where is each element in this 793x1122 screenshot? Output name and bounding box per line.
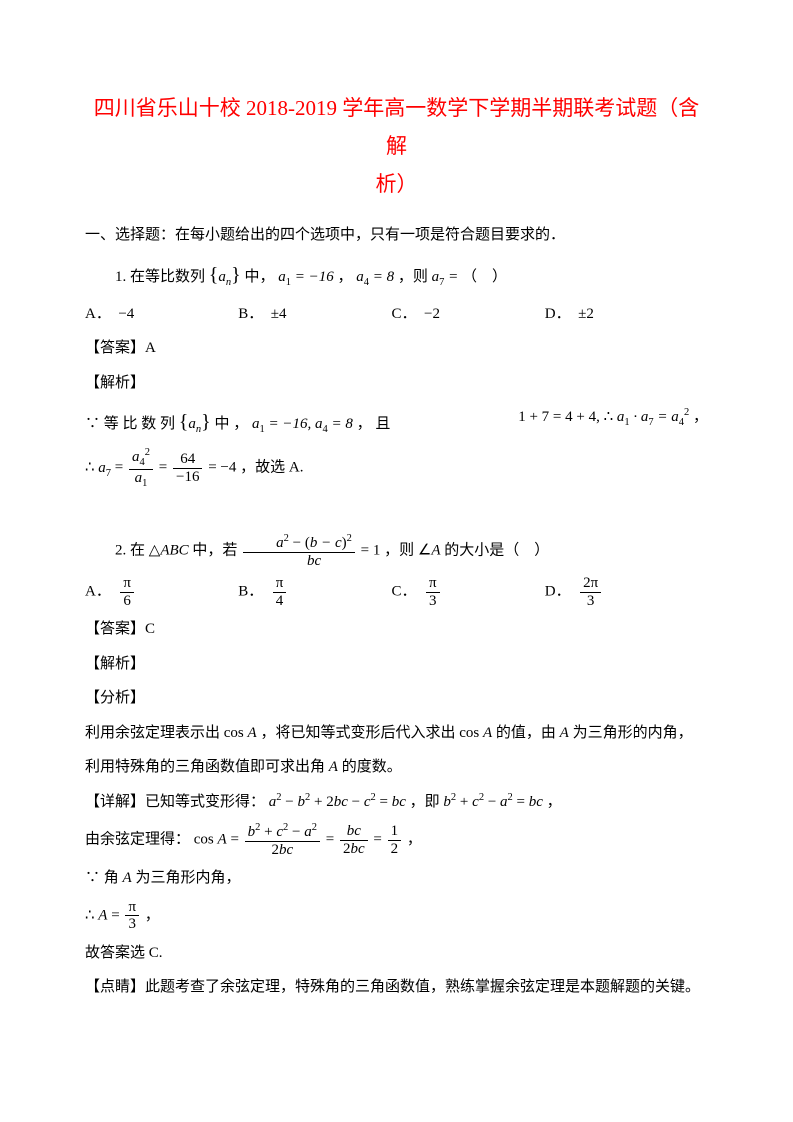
q2-options: A． π6 B． π4 C． π3 D． 2π3	[85, 575, 708, 609]
title-line1: 四川省乐山十校 2018-2019 学年高一数学下学期半期联考试题（含解	[94, 96, 700, 158]
section-1-heading: 一、选择题：在每小题给出的四个选项中，只有一项是符合题目要求的．	[85, 221, 708, 250]
q2-since: ∵ 角 A 为三角形内角，	[85, 864, 708, 893]
q1-solution-line2: ∴ a7 = a42a1 = 64−16 = −4 ，故选 A.	[85, 447, 708, 489]
q1-prefix: 1. 在等比数列	[115, 269, 209, 285]
q1-opt-a: A． −4	[85, 300, 238, 329]
q2-fenxi-label: 【分析】	[85, 684, 708, 713]
q1-options: A． −4 B． ±4 C． −2 D． ±2	[85, 300, 708, 329]
q1-opt-d: D． ±2	[545, 300, 698, 329]
q2-therefore: ∴ A = π3 ，	[85, 899, 708, 933]
q2-fenxi-2: 利用特殊角的三角函数值即可求出角 A 的度数。	[85, 753, 708, 782]
q2-stem: 2. 在 △ABC 中，若 a2 − (b − c)2bc = 1 ，则 ∠A …	[85, 533, 708, 569]
q1-l1a: ∵ 等 比 数 列	[85, 416, 179, 432]
q2-xiangjie: 【详解】已知等式变形得： a2 − b2 + 2bc − c2 = bc ，即 …	[85, 788, 708, 817]
q1-opt-c: C． −2	[392, 300, 545, 329]
q2-fenxi-1: 利用余弦定理表示出 cos A ，将已知等式变形后代入求出 cos A 的值，由…	[85, 719, 708, 748]
q1-suffix: （ ）	[462, 269, 507, 285]
q1-solution-line1: ∵ 等 比 数 列 {an} 中 ， a1 = −16, a4 = 8 ， 且 …	[85, 403, 708, 441]
q1-jiexi-label: 【解析】	[85, 369, 708, 398]
title-line2: 析）	[376, 172, 418, 196]
q1-mid2: ，则	[398, 269, 432, 285]
q2-dianjing: 【点睛】此题考查了余弦定理，特殊角的三角函数值，熟练掌握余弦定理是本题解题的关键…	[85, 973, 708, 1002]
q1-opt-b: B． ±4	[238, 300, 391, 329]
q2-opt-c: C． π3	[392, 575, 545, 609]
exam-title: 四川省乐山十校 2018-2019 学年高一数学下学期半期联考试题（含解 析）	[85, 90, 708, 203]
q2-final: 故答案选 C.	[85, 939, 708, 968]
q2-cos-line: 由余弦定理得： cos A = b2 + c2 − a22bc = bc2bc …	[85, 822, 708, 858]
q2-jiexi-label: 【解析】	[85, 650, 708, 679]
q2-opt-a: A． π6	[85, 575, 238, 609]
q1-stem: 1. 在等比数列 {an} 中， a1 = −16 ， a4 = 8 ，则 a7…	[85, 256, 708, 294]
q2-answer: 【答案】C	[85, 615, 708, 644]
q2-opt-b: B． π4	[238, 575, 391, 609]
q1-l1b: 中 ，	[214, 416, 252, 432]
q1-mid: 中，	[244, 269, 278, 285]
q2-opt-d: D． 2π3	[545, 575, 698, 609]
q1-answer: 【答案】A	[85, 334, 708, 363]
